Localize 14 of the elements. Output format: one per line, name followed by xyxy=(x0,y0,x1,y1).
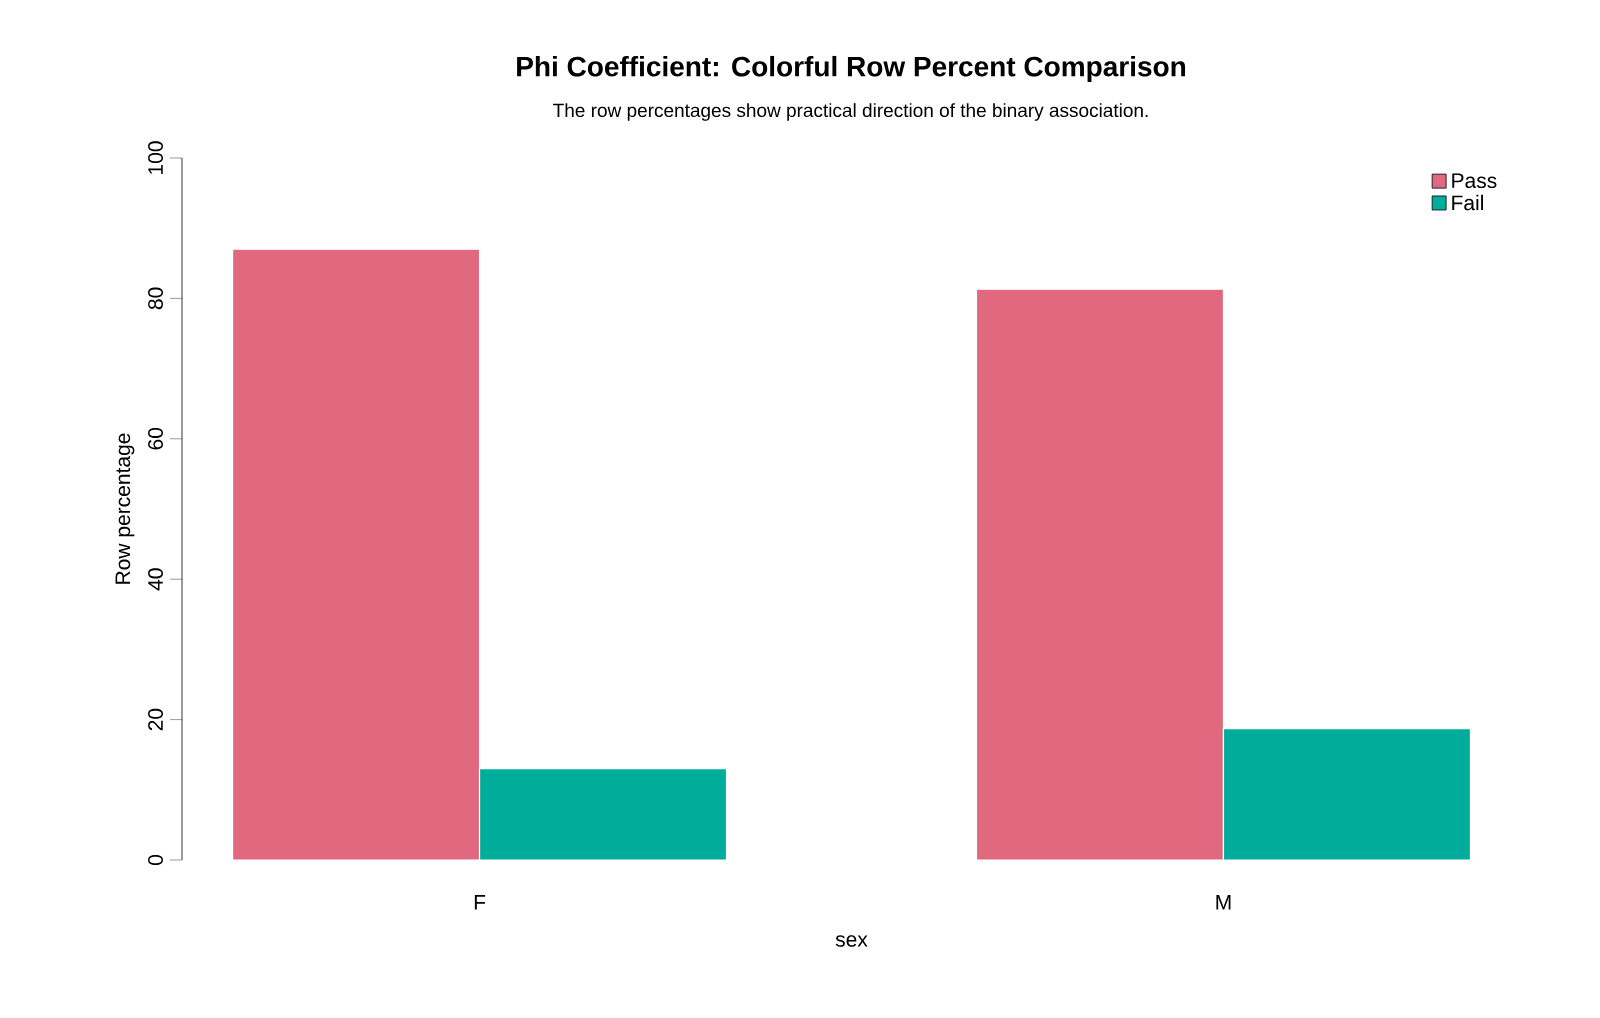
legend-label: Fail xyxy=(1452,194,1483,211)
y-tick-label: 0 xyxy=(148,854,163,866)
y-tick-label: 20 xyxy=(148,708,163,731)
legend-label: Pass xyxy=(1452,173,1497,189)
x-tick-label: F xyxy=(474,895,486,910)
x-axis-title: sex xyxy=(835,935,868,947)
y-tick-label: 60 xyxy=(148,427,163,450)
y-tick-label: 80 xyxy=(148,287,163,310)
y-tick-label: 100 xyxy=(148,141,163,174)
y-tick-label: 40 xyxy=(148,568,163,591)
chart-subtitle: The row percentages show practical direction of the binary association. xyxy=(553,103,1148,121)
x-tick-label: M xyxy=(1216,895,1231,910)
y-axis-title: Row percentage xyxy=(115,433,135,584)
chart-title: Phi Coefficient: Colorful Row Percent Comparison xyxy=(517,55,1186,83)
